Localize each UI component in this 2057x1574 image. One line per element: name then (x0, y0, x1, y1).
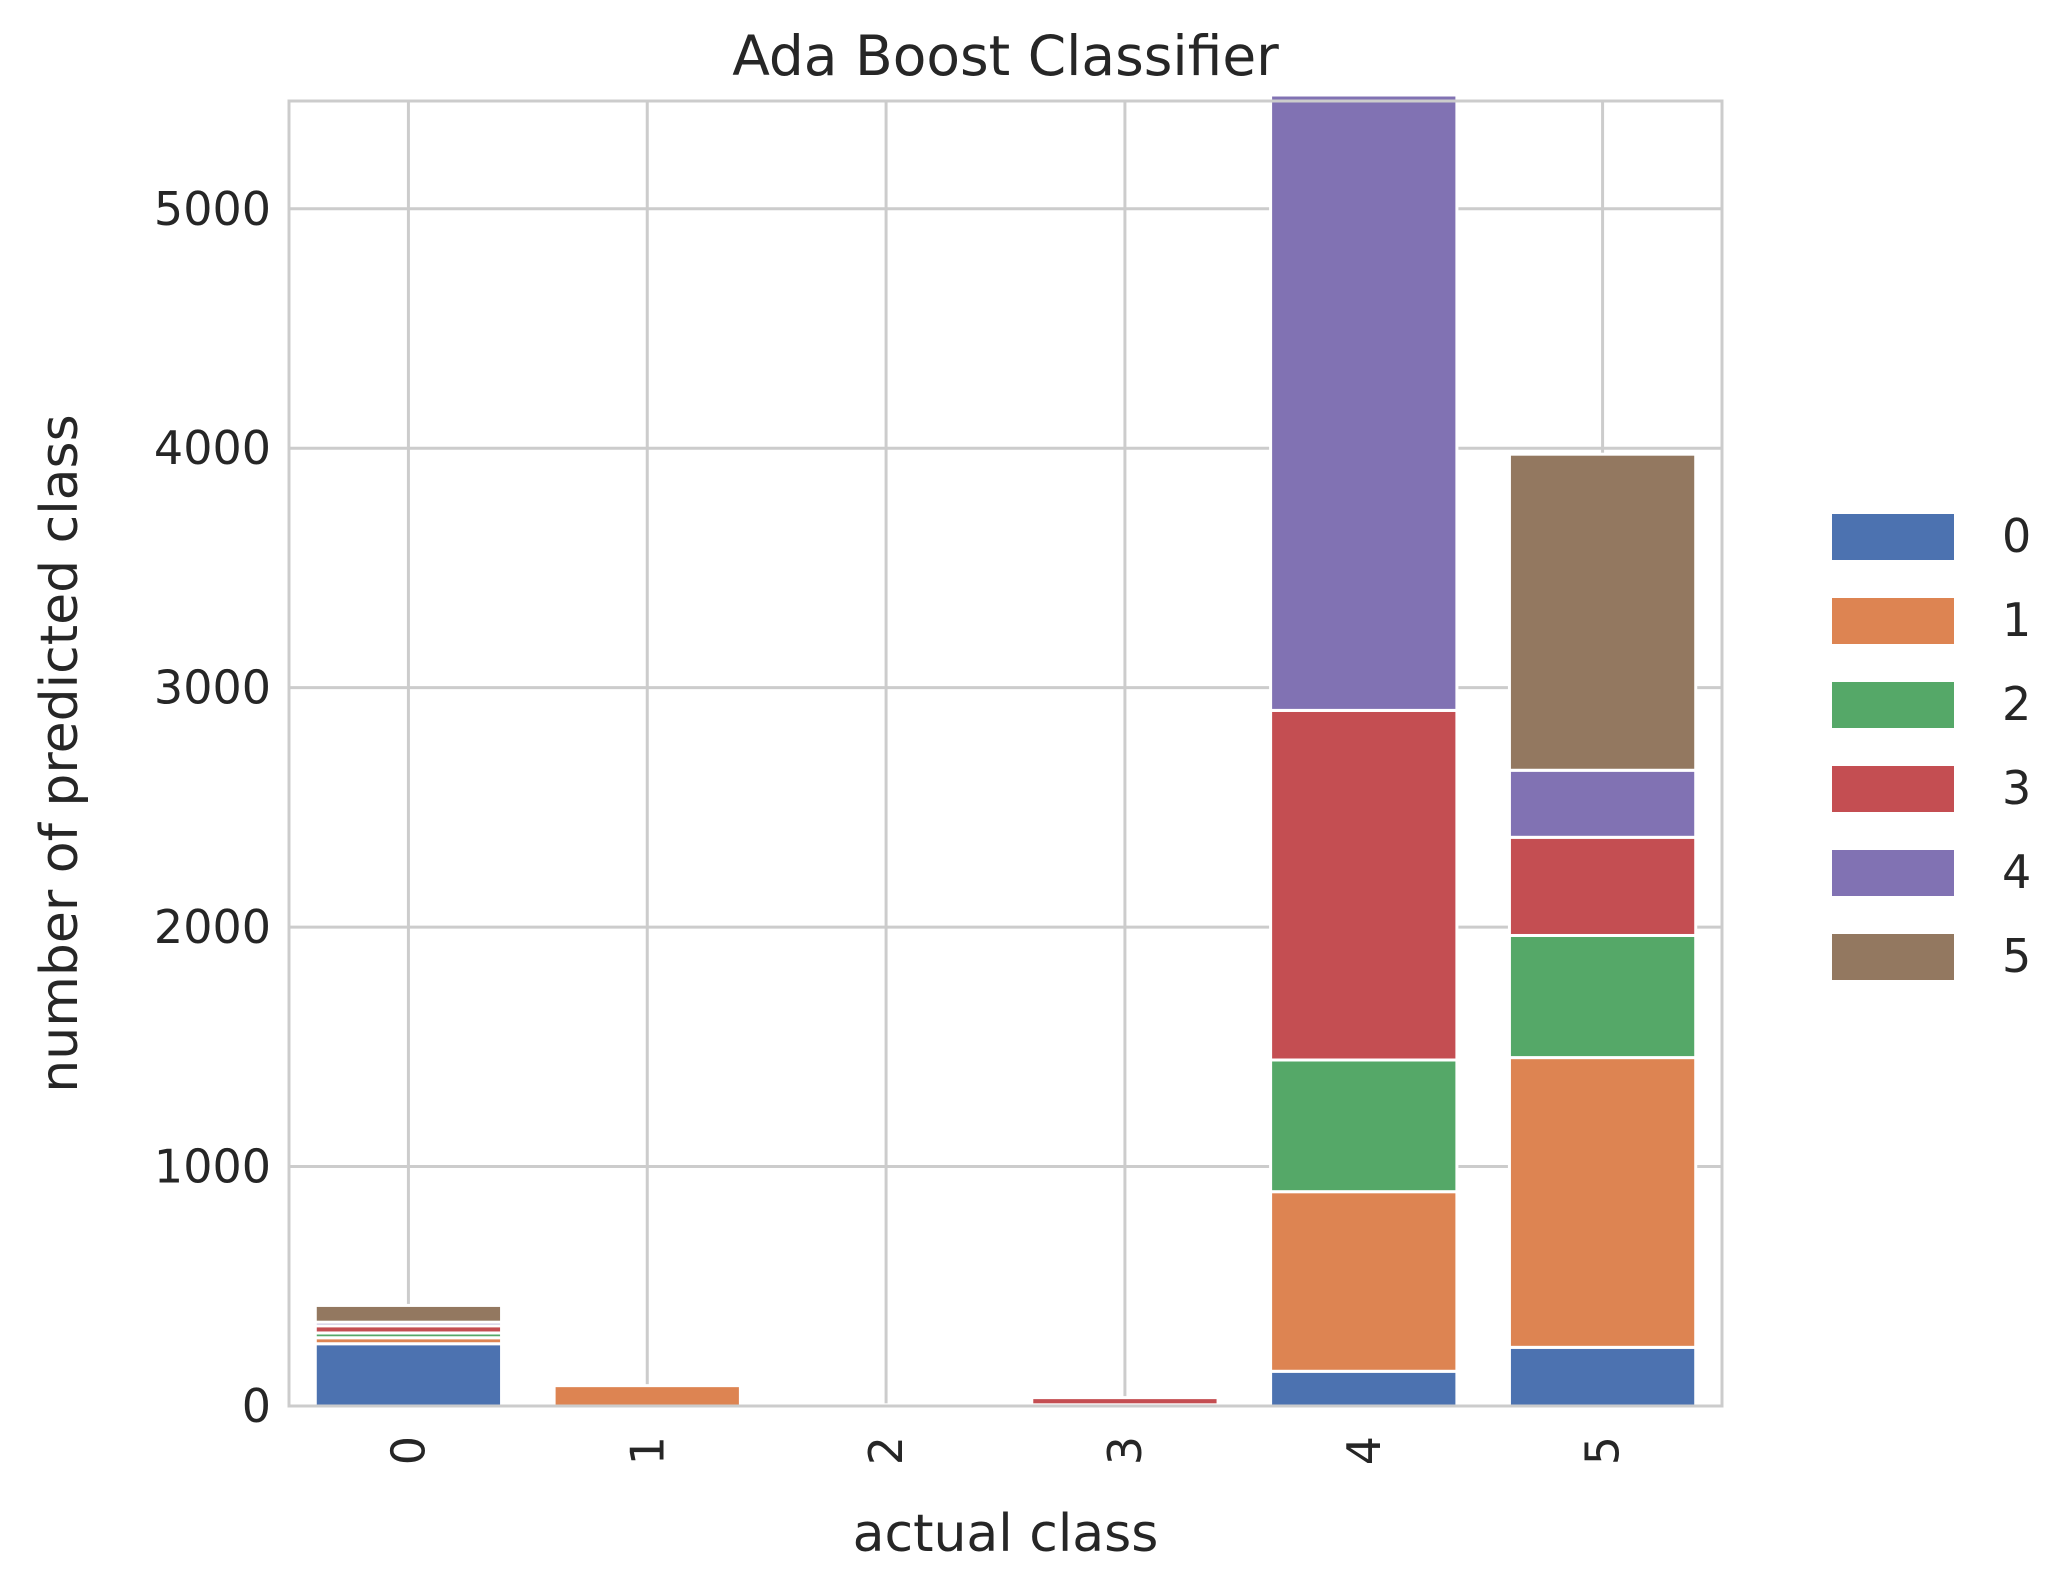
legend-swatch (1832, 598, 1954, 644)
bar-segment (1269, 708, 1459, 1062)
chart-title: Ada Boost Classifier (732, 24, 1279, 88)
y-tick-labels: 0 1000 2000 3000 4000 5000 (154, 182, 271, 1433)
bar-segment (1269, 93, 1459, 712)
x-tick-label: 5 (1576, 1436, 1630, 1465)
x-tick-label: 4 (1337, 1436, 1391, 1465)
x-tick-label: 1 (620, 1436, 674, 1465)
x-tick-labels: 0 1 2 3 4 5 (381, 1436, 1629, 1465)
x-tick-label: 3 (1098, 1436, 1152, 1465)
bar-segment (1507, 1056, 1698, 1349)
bar-segment (313, 1342, 504, 1408)
y-tick-label: 4000 (154, 421, 271, 475)
legend: 0 1 2 3 4 5 (1832, 509, 2031, 983)
bars (313, 93, 1698, 1408)
y-tick-label: 5000 (154, 182, 271, 236)
legend-swatch (1832, 682, 1954, 728)
x-axis-title: actual class (853, 1504, 1159, 1564)
y-tick-label: 1000 (154, 1140, 271, 1194)
bar-segment (1269, 1190, 1459, 1373)
plot-frame (287, 99, 1724, 1408)
y-tick-label: 0 (242, 1379, 271, 1433)
legend-label: 3 (2002, 761, 2031, 815)
bar-segment (1507, 1345, 1698, 1408)
bar-segment (1507, 768, 1698, 839)
bar-segment (1269, 1058, 1459, 1194)
y-axis-title: number of predicted class (30, 414, 90, 1092)
legend-swatch (1832, 934, 1954, 980)
legend-label: 4 (2002, 845, 2031, 899)
legend-label: 0 (2002, 509, 2031, 563)
y-tick-label: 2000 (154, 900, 271, 954)
grid (289, 101, 1722, 1408)
x-tick-label: 0 (381, 1436, 435, 1465)
x-tick-label: 2 (859, 1436, 913, 1465)
bar-segment (1030, 1396, 1220, 1407)
legend-swatch (1832, 766, 1954, 812)
legend-swatch (1832, 514, 1954, 560)
legend-label: 2 (2002, 677, 2031, 731)
legend-label: 1 (2002, 593, 2031, 647)
legend-label: 5 (2002, 929, 2031, 983)
bar-segment (552, 1384, 742, 1408)
legend-swatch (1832, 850, 1954, 896)
bar-segment (313, 1303, 504, 1324)
bar-segment (1507, 933, 1698, 1060)
bar-segment (1507, 452, 1698, 772)
bar-segment (1269, 1369, 1459, 1408)
bar-segment (1507, 835, 1698, 937)
y-tick-label: 3000 (154, 661, 271, 715)
